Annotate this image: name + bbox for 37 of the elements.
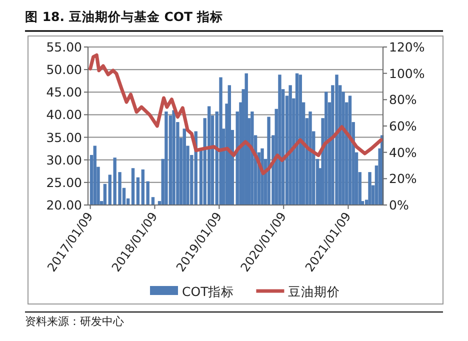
- bar: [131, 168, 135, 205]
- bar: [368, 172, 372, 205]
- bar: [103, 184, 107, 205]
- y2-tick-label: 60%: [389, 118, 417, 134]
- bar: [219, 77, 222, 205]
- bar: [182, 128, 186, 205]
- y2-tick-label: 0%: [389, 198, 409, 212]
- legend-label: 豆油期价: [288, 284, 340, 299]
- y2-tick-label: 40%: [389, 144, 417, 160]
- bar: [308, 112, 312, 205]
- y-tick-label: 55.00: [46, 40, 82, 54]
- line-series: [88, 53, 383, 176]
- bar: [335, 74, 338, 205]
- bar: [298, 74, 302, 205]
- y-tick-label: 45.00: [46, 84, 82, 100]
- bar: [250, 112, 254, 205]
- y-tick-label: 30.00: [46, 152, 82, 168]
- text: 资料来源：研发中心: [25, 315, 124, 328]
- bar: [208, 106, 211, 205]
- bar: [324, 92, 328, 205]
- y-tick-label: 35.00: [46, 130, 82, 145]
- bar: [172, 110, 176, 205]
- bar: [288, 85, 292, 205]
- y-tick-label: 50.00: [46, 62, 82, 78]
- y2-tick-label: 20%: [389, 171, 417, 186]
- bar: [136, 177, 140, 205]
- bar: [93, 146, 96, 205]
- y-tick-label: 40.00: [46, 107, 82, 122]
- chart-title: 图 18. 豆油期价与基金 COT 指标: [25, 9, 223, 24]
- bar: [278, 74, 282, 205]
- y2-tick-label: 120%: [389, 40, 425, 54]
- y-tick-label: 20.00: [46, 198, 82, 212]
- y-tick-label: 25.00: [46, 174, 82, 190]
- legend-label: COT指标: [182, 284, 234, 299]
- y2-tick-label: 80%: [389, 92, 417, 108]
- y2-tick-label: 100%: [389, 66, 425, 81]
- bar: [164, 112, 168, 205]
